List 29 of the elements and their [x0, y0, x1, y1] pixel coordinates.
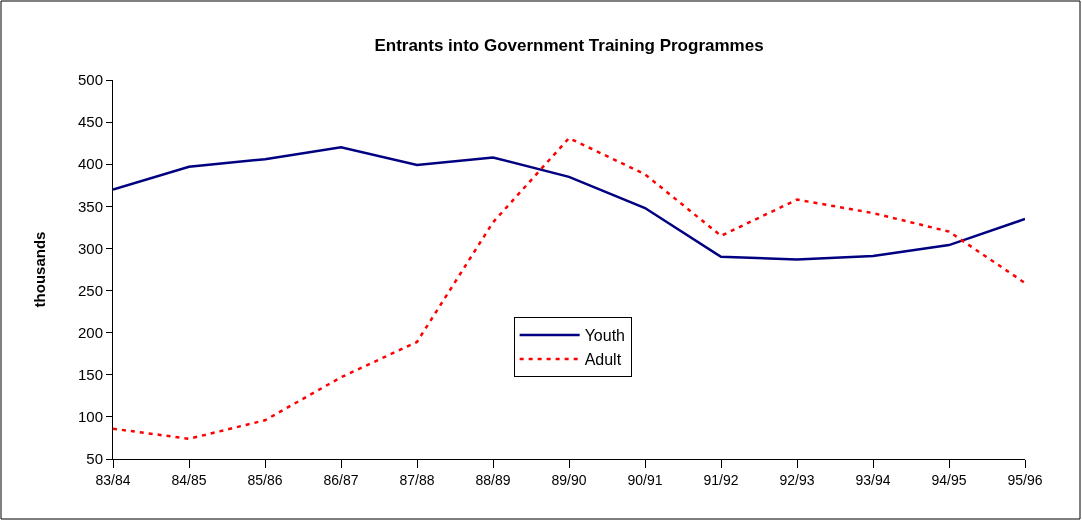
x-tick-label: 89/90	[551, 471, 587, 488]
y-tick-label: 150	[77, 366, 103, 384]
x-tick-label: 95/96	[1007, 471, 1043, 488]
x-tick-label: 93/94	[855, 471, 891, 488]
y-tick-label: 50	[86, 450, 103, 468]
y-tick-label: 450	[77, 113, 103, 131]
line-series	[113, 146, 1025, 261]
y-tick-label: 500	[77, 71, 103, 89]
y-axis-title: thousands	[31, 231, 49, 308]
y-tick-label: 300	[77, 239, 103, 257]
x-tick-label: 84/85	[171, 471, 207, 488]
x-tick-label: 86/87	[323, 471, 359, 488]
x-tick-label: 83/84	[95, 471, 131, 488]
y-tick-label: 100	[77, 408, 103, 426]
chart-title: Entrants into Government Training Programmes	[374, 35, 764, 55]
legend-label: Youth	[584, 327, 625, 345]
x-tick-label: 91/92	[703, 471, 739, 488]
x-tick-label: 88/89	[475, 471, 511, 488]
x-tick-label: 90/91	[627, 471, 663, 488]
y-tick-label: 250	[77, 281, 103, 299]
y-tick-label: 400	[77, 155, 103, 173]
line-series	[113, 136, 1025, 441]
x-tick-label: 85/86	[247, 471, 283, 488]
legend-label: Adult	[584, 351, 622, 369]
x-tick-label: 92/93	[779, 471, 815, 488]
x-tick-label: 94/95	[931, 471, 967, 488]
y-tick-label: 200	[77, 323, 103, 341]
y-tick-label: 350	[77, 197, 103, 215]
x-tick-label: 87/88	[399, 471, 435, 488]
